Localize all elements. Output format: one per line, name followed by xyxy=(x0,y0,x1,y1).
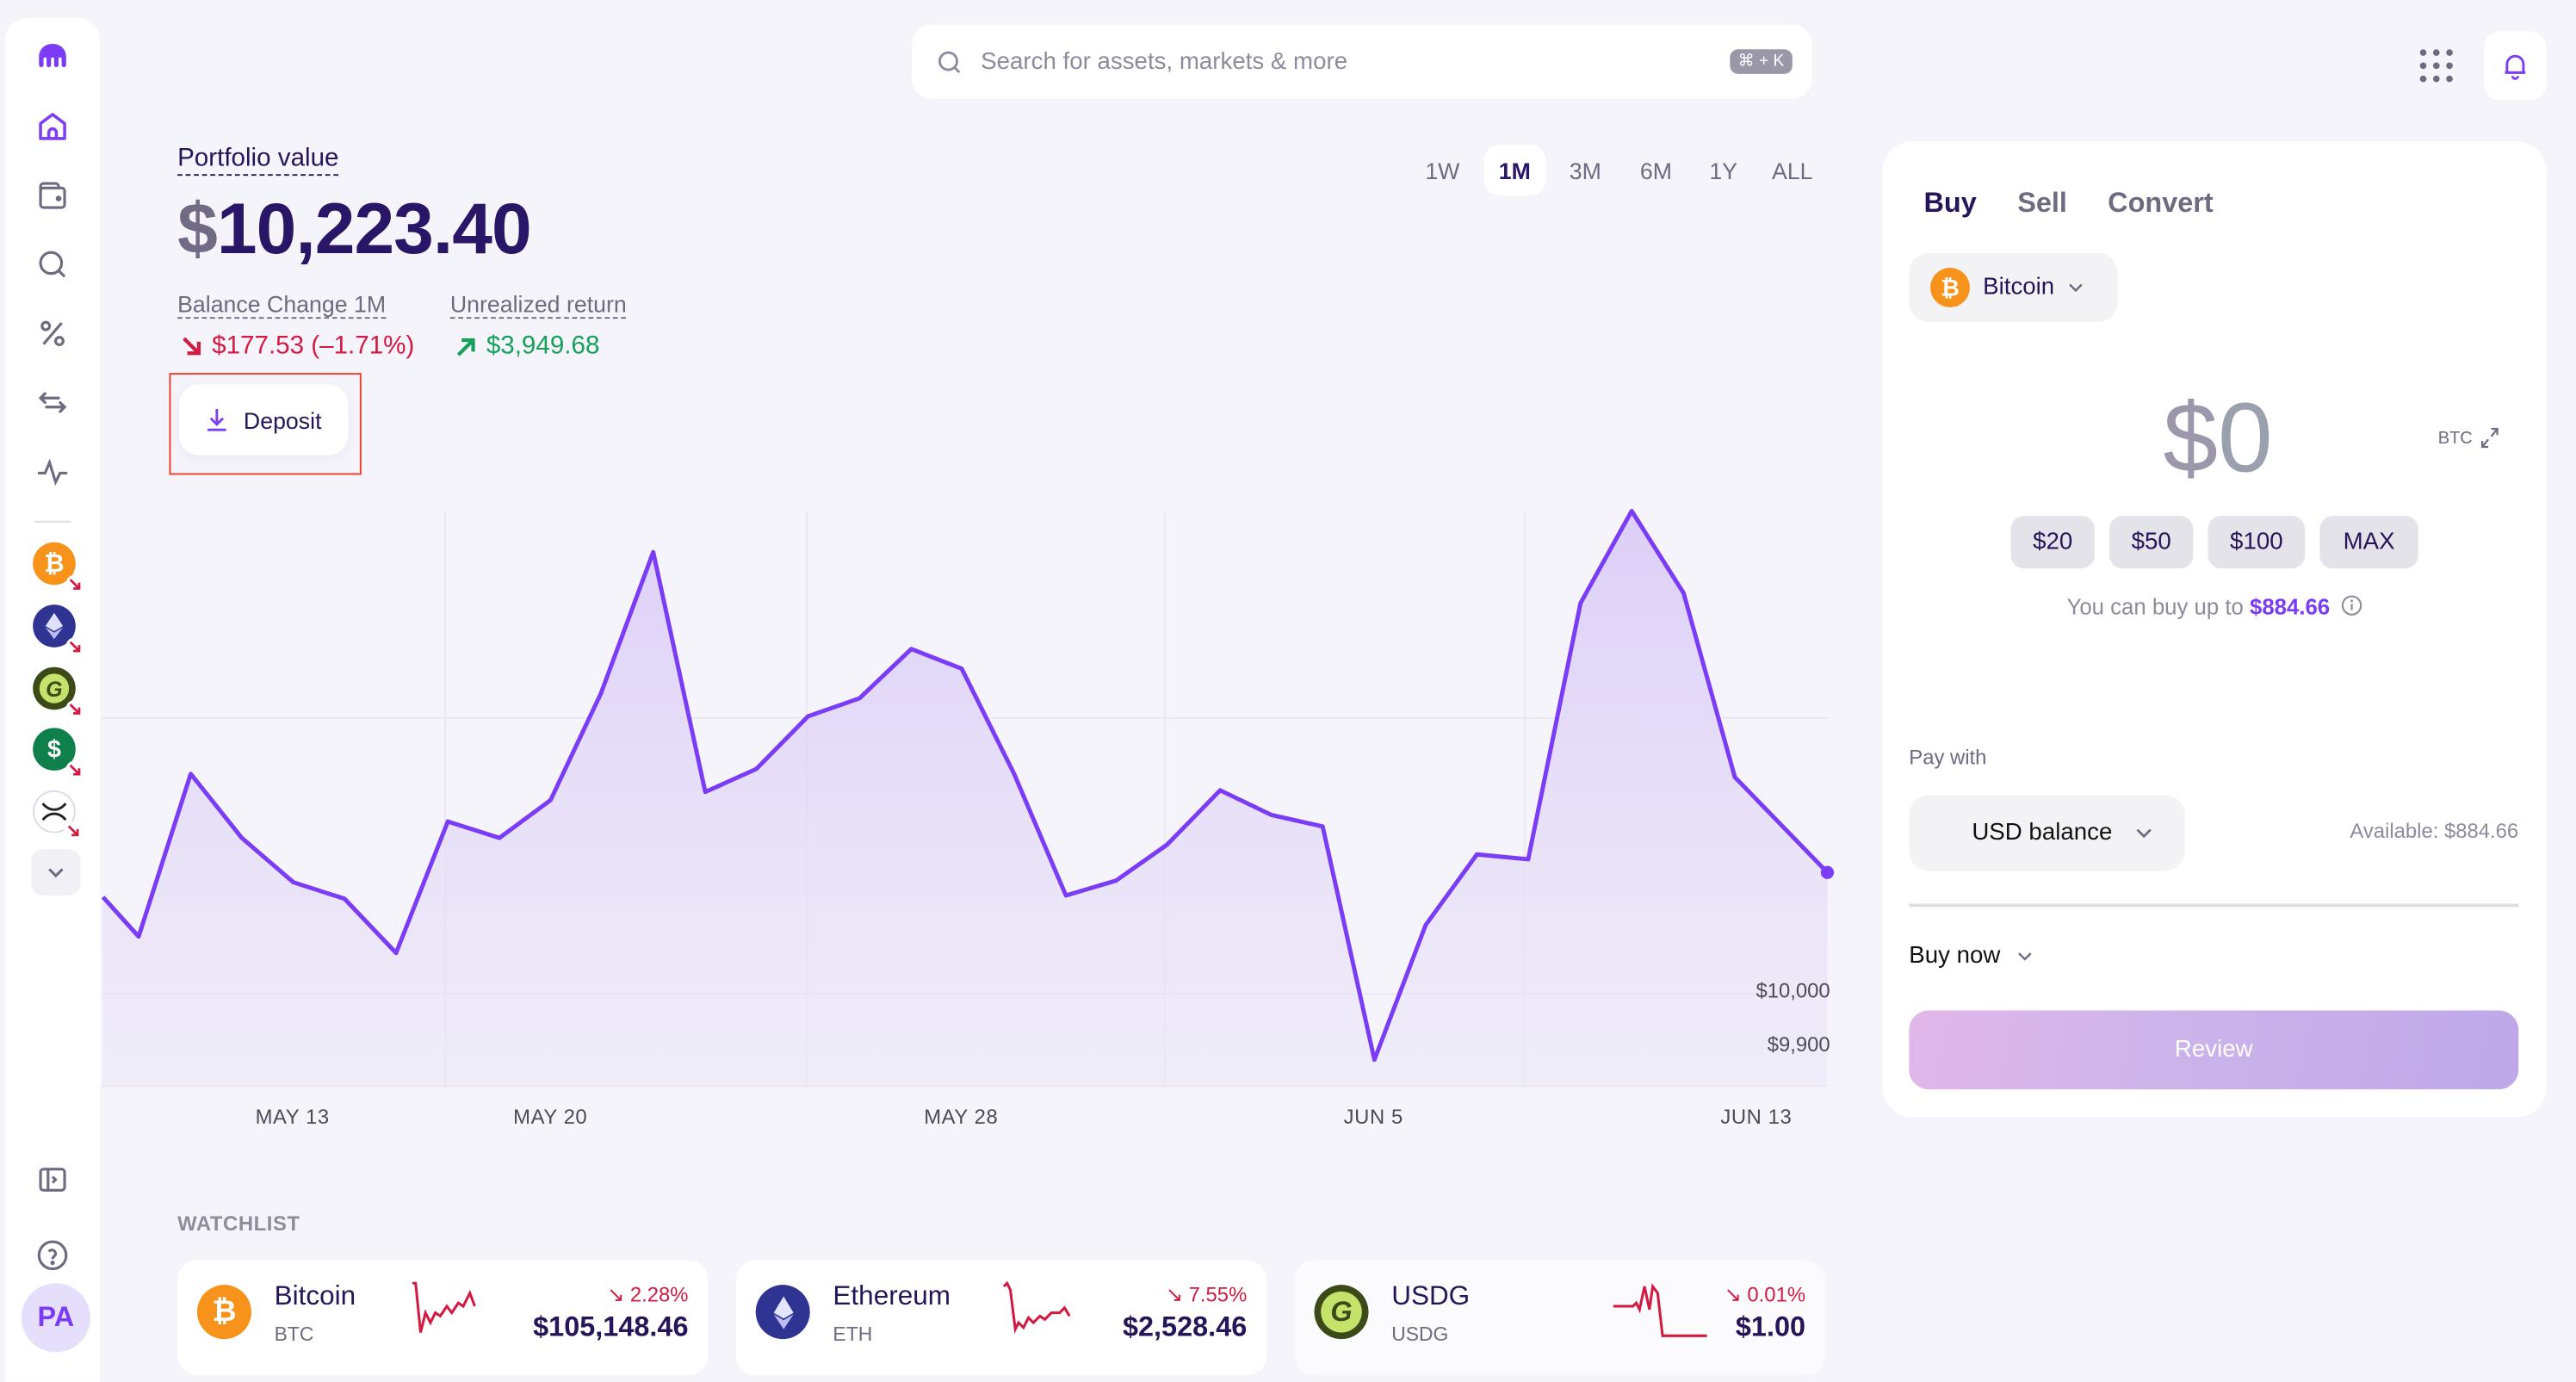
usdg-icon: G xyxy=(39,673,70,703)
search-icon[interactable] xyxy=(5,240,101,289)
bitcoin-icon: ₿ xyxy=(1930,268,1970,307)
trend-down-icon xyxy=(65,699,84,718)
xrp-icon xyxy=(41,803,67,821)
portfolio-chart[interactable] xyxy=(0,0,1856,1150)
watchlist-title: WATCHLIST xyxy=(177,1212,300,1236)
chevron-down-icon xyxy=(2068,283,2082,293)
trend-down-icon xyxy=(64,821,83,840)
x-tick: MAY 20 xyxy=(513,1106,588,1129)
tab-convert[interactable]: Convert xyxy=(2108,187,2214,219)
sparkline xyxy=(1613,1283,1707,1337)
range-1w[interactable]: 1W xyxy=(1425,157,1460,183)
holding-bitcoin[interactable]: ₿ xyxy=(33,542,84,593)
preset-20-button[interactable]: $20 xyxy=(2010,516,2095,569)
tab-buy[interactable]: Buy xyxy=(1923,187,1977,219)
pay-with-selector[interactable]: USD balance xyxy=(1909,795,2185,871)
info-icon[interactable] xyxy=(2341,595,2362,617)
arrow-up-right-icon xyxy=(456,338,475,356)
amount-input[interactable]: $0 xyxy=(2163,382,2273,493)
balance-change: $177.53 (–1.71%) xyxy=(181,332,414,361)
usdg-icon: G xyxy=(1314,1285,1369,1340)
chart-line xyxy=(101,508,1830,1063)
search-input[interactable]: Search for assets, markets & more xyxy=(981,48,1348,75)
range-3m[interactable]: 3M xyxy=(1569,157,1601,183)
balance-change-value: $177.53 (–1.71%) xyxy=(212,332,415,360)
balance-change-label[interactable]: Balance Change 1M xyxy=(177,290,387,319)
holding-usd[interactable]: $ xyxy=(33,728,84,779)
swap-diagonal-icon xyxy=(2480,427,2499,449)
search-shortcut-badge: ⌘ + K xyxy=(1730,49,1793,74)
holding-ethereum[interactable] xyxy=(33,604,84,656)
range-all[interactable]: ALL xyxy=(1772,157,1813,183)
range-1y[interactable]: 1Y xyxy=(1709,157,1737,183)
available-balance: Available: $884.66 xyxy=(2350,820,2519,843)
trend-down-icon xyxy=(65,637,84,656)
arrow-down-right-icon xyxy=(183,337,201,356)
order-type-selector[interactable]: Buy now xyxy=(1909,943,2031,970)
sidebar-toggle-icon[interactable] xyxy=(5,1155,101,1204)
unit-toggle[interactable]: BTC xyxy=(2438,427,2499,449)
search-bar[interactable]: Search for assets, markets & more ⌘ + K xyxy=(912,24,1812,99)
portfolio-value-label[interactable]: Portfolio value xyxy=(177,145,339,177)
tab-sell[interactable]: Sell xyxy=(2017,187,2067,219)
sidebar: ₿ G $ PA xyxy=(4,17,101,1382)
unrealized-return-value: $3,949.68 xyxy=(486,332,600,360)
sparkline xyxy=(1002,1280,1071,1334)
swap-arrows-icon[interactable] xyxy=(5,378,101,427)
download-icon xyxy=(207,409,227,431)
chevron-down-icon xyxy=(48,868,64,878)
holding-xrp[interactable] xyxy=(33,790,83,840)
x-tick: JUN 5 xyxy=(1343,1106,1403,1129)
ethereum-icon xyxy=(755,1285,810,1340)
kraken-logo-icon[interactable] xyxy=(5,31,101,80)
watchlist-item-bitcoin[interactable]: ₿ Bitcoin BTC ↘ 2.28% $105,148.46 xyxy=(177,1260,709,1376)
range-1m[interactable]: 1M xyxy=(1483,144,1546,196)
help-icon[interactable] xyxy=(5,1230,101,1280)
chevron-down-icon xyxy=(2136,828,2152,839)
unrealized-return-label[interactable]: Unrealized return xyxy=(449,290,627,319)
watchlist-item-usdg[interactable]: G USDG USDG ↘ 0.01% $1.00 xyxy=(1294,1260,1825,1376)
chart-end-marker xyxy=(1820,865,1835,879)
x-tick: JUN 13 xyxy=(1720,1106,1793,1129)
apps-grid-icon[interactable] xyxy=(2415,46,2458,85)
trend-down-icon xyxy=(65,574,84,593)
search-icon xyxy=(938,50,961,73)
holding-usdg[interactable]: G xyxy=(33,666,84,718)
deposit-button[interactable]: Deposit xyxy=(178,384,349,456)
highlight-box xyxy=(169,373,362,475)
buy-limit-text: You can buy up to $884.66 xyxy=(1883,595,2547,619)
bitcoin-icon: ₿ xyxy=(44,549,65,578)
activity-icon[interactable] xyxy=(5,447,101,496)
trend-down-icon xyxy=(65,760,84,779)
x-tick: MAY 13 xyxy=(255,1106,330,1129)
sidebar-divider xyxy=(34,520,71,523)
asset-selector[interactable]: ₿ Bitcoin xyxy=(1909,252,2118,322)
preset-100-button[interactable]: $100 xyxy=(2208,516,2306,569)
preset-max-button[interactable]: MAX xyxy=(2319,516,2418,569)
dollar-icon: $ xyxy=(47,734,61,764)
bitcoin-icon: ₿ xyxy=(196,1285,251,1340)
avatar[interactable]: PA xyxy=(21,1283,90,1353)
divider xyxy=(1909,903,2519,907)
y-tick: $10,000 xyxy=(1756,979,1830,1002)
ethereum-icon xyxy=(45,612,64,640)
x-tick: MAY 28 xyxy=(924,1106,999,1129)
notifications-button[interactable] xyxy=(2484,31,2547,101)
show-more-holdings-button[interactable] xyxy=(31,849,81,896)
bell-icon xyxy=(2505,54,2526,80)
sparkline xyxy=(412,1281,476,1333)
percent-icon[interactable] xyxy=(5,309,101,358)
y-tick: $9,900 xyxy=(1767,1033,1830,1057)
unrealized-return: $3,949.68 xyxy=(455,332,600,361)
wallet-icon[interactable] xyxy=(5,170,101,220)
chevron-down-icon xyxy=(2017,952,2031,961)
chart-area-fill xyxy=(102,511,1828,1087)
pay-with-label: Pay with xyxy=(1909,746,1987,770)
watchlist-item-ethereum[interactable]: Ethereum ETH ↘ 7.55% $2,528.46 xyxy=(735,1260,1267,1376)
range-6m[interactable]: 6M xyxy=(1639,157,1672,183)
portfolio-value: $10,223.40 xyxy=(177,189,532,270)
home-icon[interactable] xyxy=(5,102,101,151)
preset-50-button[interactable]: $50 xyxy=(2109,516,2194,569)
review-button[interactable]: Review xyxy=(1909,1010,2519,1090)
